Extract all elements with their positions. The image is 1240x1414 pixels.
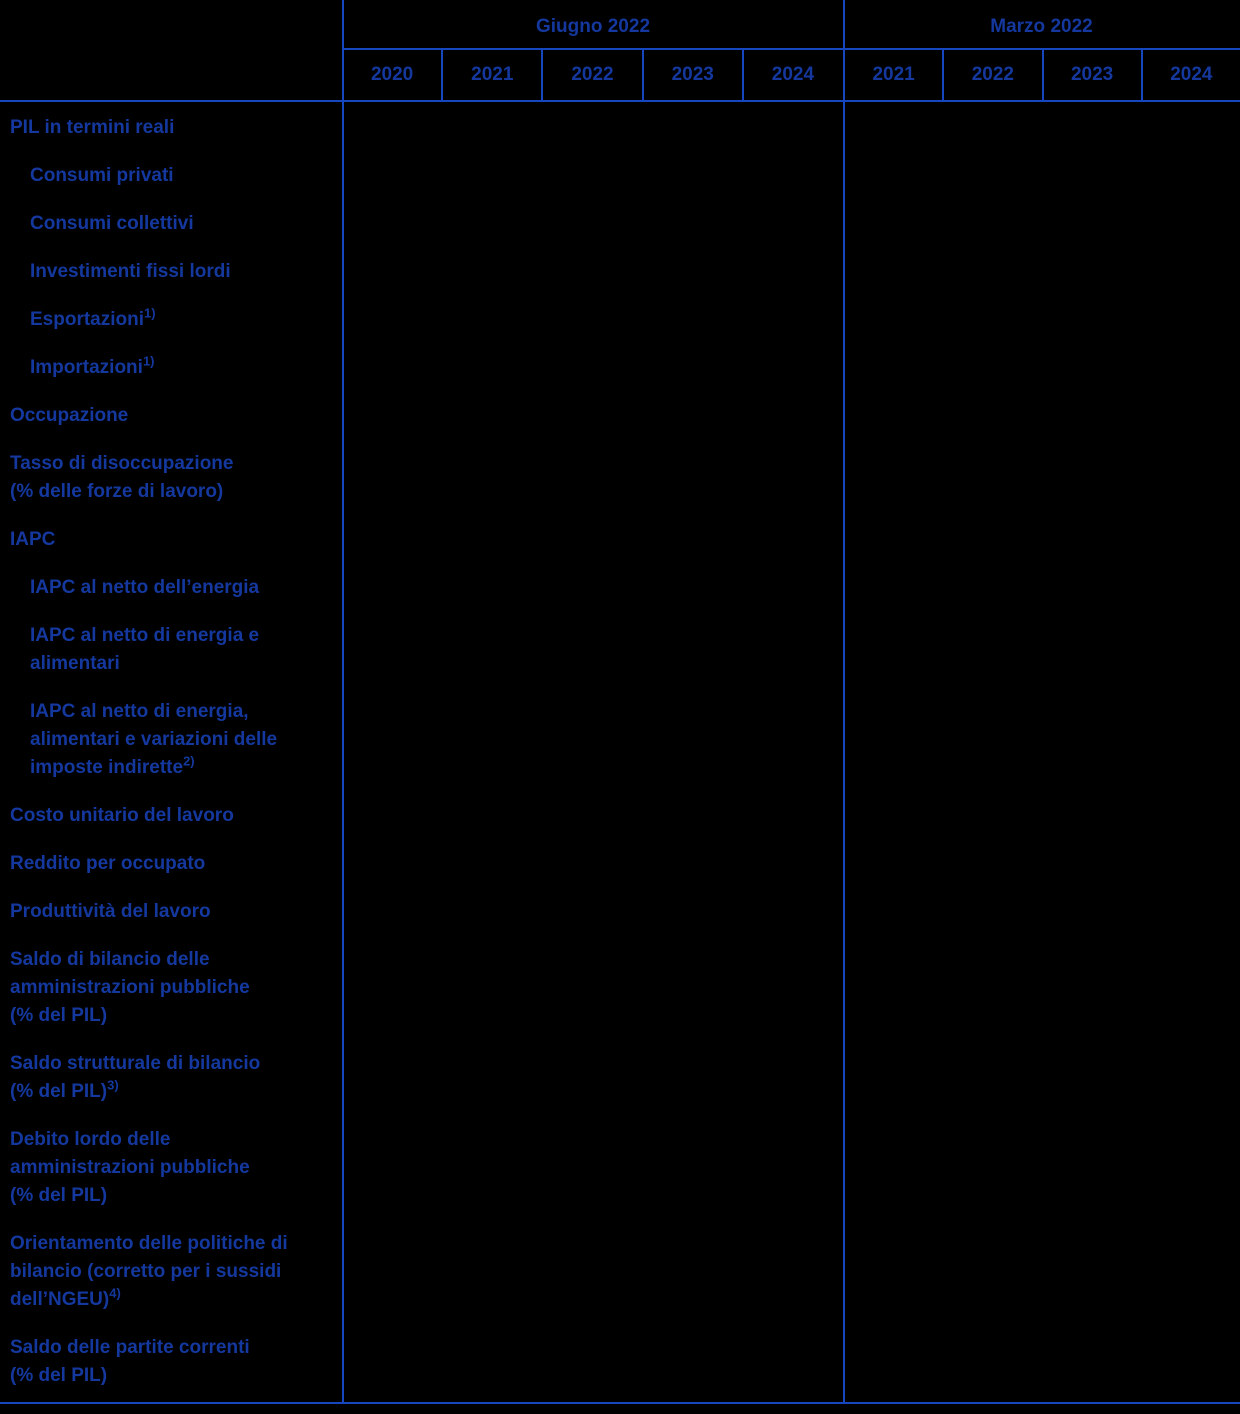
row-label-line: IAPC al netto di energia e — [30, 625, 260, 646]
row-label-line: Consumi collettivi — [30, 213, 194, 234]
row-label: IAPC al netto dell’energia — [10, 574, 343, 602]
row-label-line: Orientamento delle politiche di — [10, 1233, 288, 1254]
row-label-line: PIL in termini reali — [10, 117, 175, 138]
table-bottom-border — [0, 1402, 1240, 1404]
row-label: IAPC al netto di energia, alimentari e va… — [10, 698, 343, 782]
row-label-line: (% delle forze di lavoro) — [10, 481, 224, 502]
row-label-line: Investimenti fissi lordi — [30, 261, 231, 282]
row-label: Produttività del lavoro — [10, 898, 343, 926]
footnote-marker: 1) — [142, 353, 155, 369]
row-label-line: Importazioni1) — [30, 353, 155, 378]
row-label-line: Saldo delle partite correnti — [10, 1337, 250, 1358]
year-header-2022: 2022 — [944, 50, 1044, 100]
year-header-row-marzo: 2021 2022 2023 2024 — [845, 50, 1240, 100]
row-label: PIL in termini reali — [10, 114, 343, 142]
footnote-marker: 3) — [107, 1077, 119, 1093]
row-label-line: (% del PIL) — [10, 1365, 108, 1386]
row-label-line: (% del PIL) — [10, 1005, 108, 1026]
row-label-line: Produttività del lavoro — [10, 901, 211, 922]
row-label: Importazioni1) — [10, 354, 343, 382]
row-label-line: amministrazioni pubbliche — [10, 1157, 250, 1178]
year-header-row-giugno: 2020 2021 2022 2023 2024 — [343, 50, 842, 100]
row-label-line: IAPC — [10, 529, 56, 550]
row-label-line: alimentari e variazioni delle — [30, 729, 278, 750]
row-label-line: (% del PIL)3) — [10, 1077, 119, 1102]
row-label: Saldo delle partite correnti (% del PIL) — [10, 1334, 343, 1390]
row-label-line: amministrazioni pubbliche — [10, 977, 250, 998]
row-label: IAPC — [10, 526, 343, 554]
year-header-2024: 2024 — [771, 64, 815, 85]
row-label-line: Occupazione — [10, 405, 129, 426]
row-label: Consumi collettivi — [10, 210, 343, 238]
row-label: Saldo di bilancio delle amministrazioni p… — [10, 946, 343, 1030]
row-label: Esportazioni1) — [10, 306, 343, 334]
year-header-2023: 2023 — [644, 50, 744, 100]
row-label-line: IAPC al netto di energia, — [30, 701, 249, 722]
row-label: Consumi privati — [10, 162, 343, 190]
row-label-line: Costo unitario del lavoro — [10, 805, 234, 826]
column-group-header-giugno-2022: Giugno 2022 — [535, 16, 651, 37]
row-label: Orientamento delle politiche di bilancio … — [10, 1230, 343, 1314]
row-label-line: Consumi privati — [30, 165, 174, 186]
label-column-divider — [342, 0, 344, 1404]
footnote-marker: 1) — [144, 305, 156, 321]
row-label-line: Esportazioni1) — [30, 305, 156, 330]
footnote-marker: 2) — [183, 753, 195, 769]
row-label-line: Saldo strutturale di bilancio — [10, 1053, 261, 1074]
row-label-line: Saldo di bilancio delle — [10, 949, 210, 970]
row-label: Reddito per occupato — [10, 850, 343, 878]
row-label: Investimenti fissi lordi — [10, 258, 343, 286]
row-label-line: Reddito per occupato — [10, 853, 206, 874]
row-label-line: imposte indirette2) — [30, 753, 195, 778]
row-label: Saldo strutturale di bilancio (% del PIL)… — [10, 1050, 343, 1106]
year-header-2023: 2023 — [1044, 50, 1143, 100]
row-labels: PIL in termini reali Consumi privati Consu… — [0, 102, 343, 1410]
row-label-line: alimentari — [30, 653, 120, 674]
row-label: Costo unitario del lavoro — [10, 802, 343, 830]
row-label: Debito lordo delle amministrazioni pubbli… — [10, 1126, 343, 1210]
row-label: Tasso di disoccupazione (% delle forze di… — [10, 450, 343, 506]
row-label-line: IAPC al netto dell’energia — [30, 577, 260, 598]
year-header-2021: 2021 — [845, 50, 945, 100]
year-header-2024: 2024 — [1170, 64, 1213, 85]
row-label-line: (% del PIL) — [10, 1185, 108, 1206]
year-header-2020: 2020 — [343, 50, 444, 100]
row-label-line: Debito lordo delle — [10, 1129, 171, 1150]
row-label: IAPC al netto di energia e alimentari — [10, 622, 343, 678]
year-header-2022: 2022 — [543, 50, 644, 100]
row-label-line: dell’NGEU)4) — [10, 1285, 121, 1310]
row-label: Occupazione — [10, 402, 343, 430]
column-group-header-marzo-2022: Marzo 2022 — [990, 16, 1093, 37]
row-label-line: bilancio (corretto per i sussidi — [10, 1261, 282, 1282]
year-row-underline — [0, 100, 1240, 102]
group-header-underline — [343, 48, 1240, 50]
year-header-2021: 2021 — [443, 50, 544, 100]
footnote-marker: 4) — [109, 1285, 121, 1301]
row-label-line: Tasso di disoccupazione — [10, 453, 234, 474]
column-group-divider — [843, 0, 845, 1404]
